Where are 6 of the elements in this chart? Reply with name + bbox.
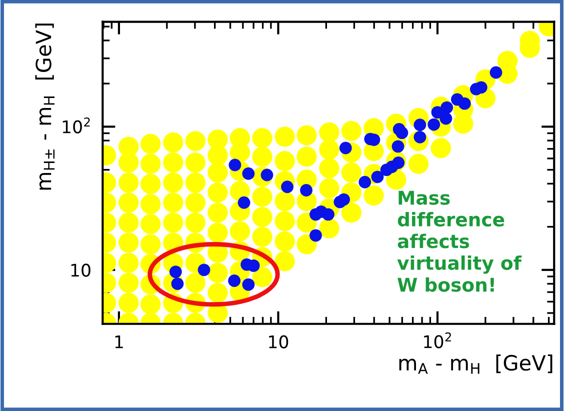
annotation: Mass difference affects virtuality of W boson! (397, 190, 522, 292)
y-axis-title: m$_{H±}$ - m$_{H}$ [GeV] (35, 24, 55, 190)
x-tick-label: 1 (115, 336, 123, 348)
x-tick-label: 10 (269, 335, 288, 348)
x-tick-label: 10$^{2}$ (424, 332, 451, 348)
x-axis-title: m$_{A}$ - m$_{H}$ [GeV] (399, 354, 552, 374)
